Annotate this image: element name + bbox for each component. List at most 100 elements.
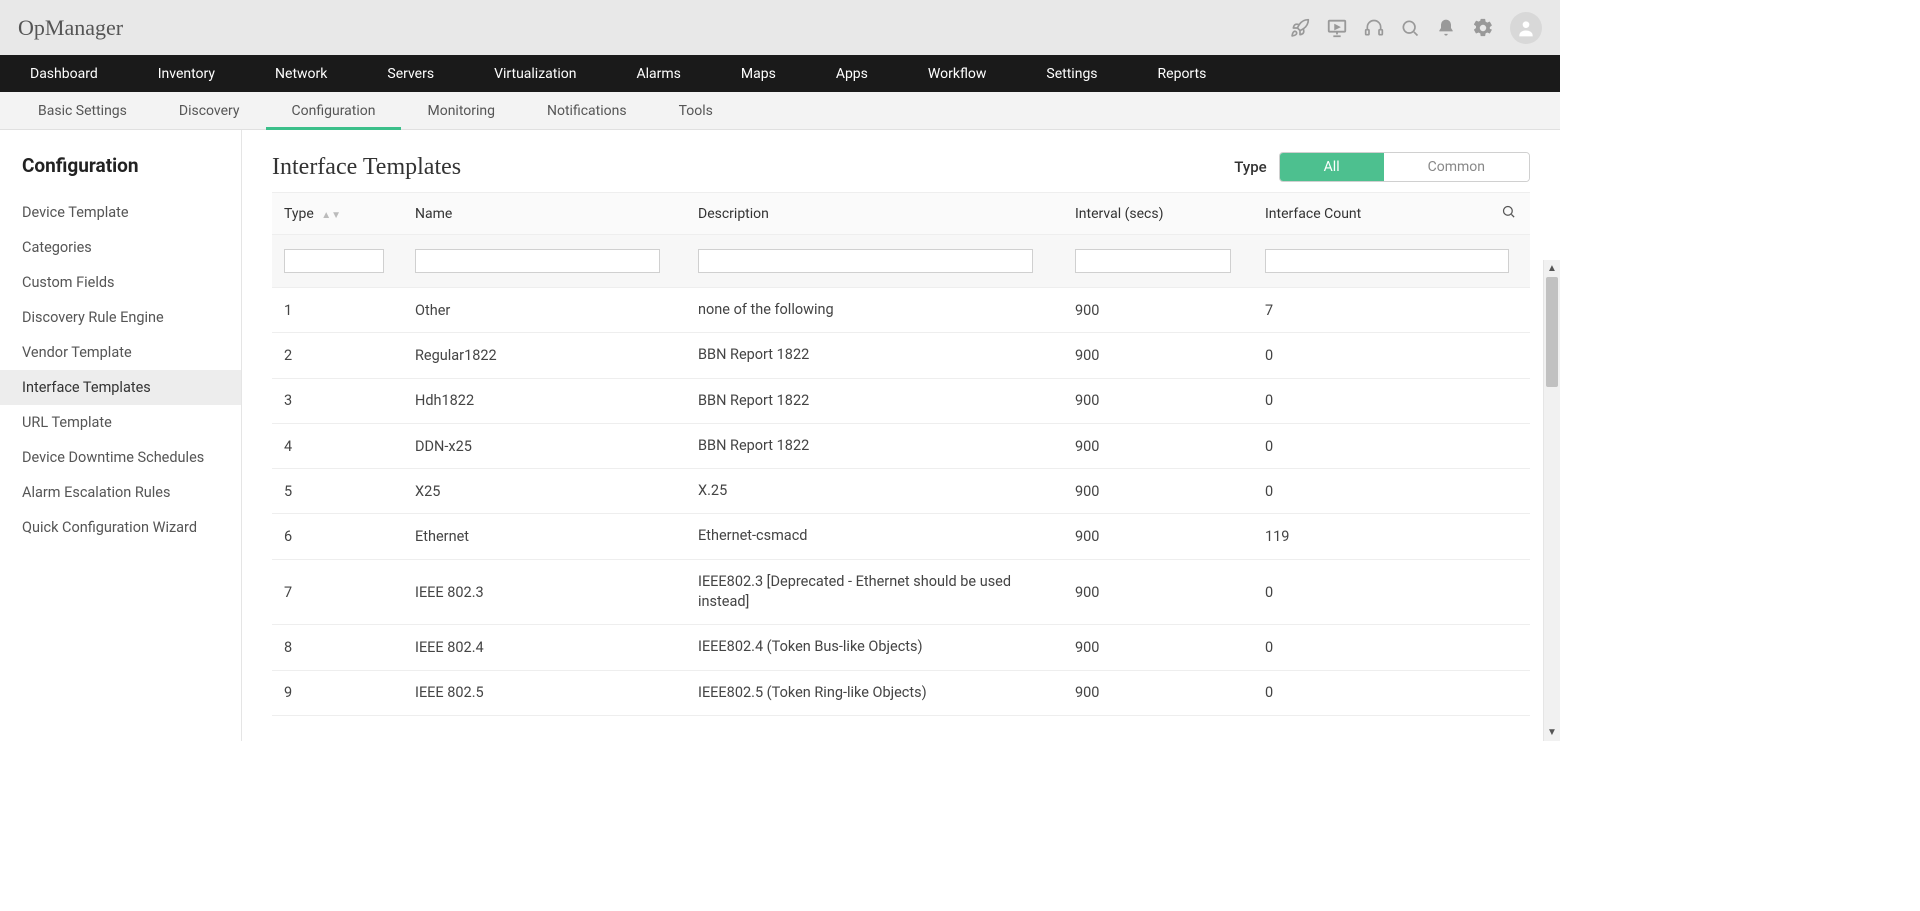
cell-type: 6: [280, 528, 415, 545]
col-header-description[interactable]: Description: [698, 206, 1075, 222]
cell-description: X.25: [698, 481, 1075, 501]
filter-type-input[interactable]: [284, 249, 384, 273]
nav-item-apps[interactable]: Apps: [806, 55, 898, 92]
sidebar-item-url-template[interactable]: URL Template: [0, 405, 241, 440]
search-icon[interactable]: [1400, 18, 1420, 38]
cell-type: 2: [280, 347, 415, 364]
scroll-thumb[interactable]: [1546, 277, 1558, 387]
col-header-type[interactable]: Type ▲▼: [280, 206, 415, 222]
subnav-item-configuration[interactable]: Configuration: [266, 92, 402, 129]
page-title: Interface Templates: [272, 154, 461, 181]
cell-type: 9: [280, 684, 415, 701]
scrollbar[interactable]: ▲ ▼: [1543, 260, 1560, 741]
templates-table: Type ▲▼ Name Description Interval (secs)…: [272, 192, 1530, 718]
cell-description: BBN Report 1822: [698, 345, 1075, 365]
app-logo: OpManager: [18, 15, 123, 41]
filter-interval-input[interactable]: [1075, 249, 1231, 273]
sort-icon: ▲▼: [321, 210, 341, 221]
gear-icon[interactable]: [1472, 17, 1494, 39]
sidebar-item-device-downtime-schedules[interactable]: Device Downtime Schedules: [0, 440, 241, 475]
nav-item-dashboard[interactable]: Dashboard: [0, 55, 128, 92]
sidebar-item-interface-templates[interactable]: Interface Templates: [0, 370, 241, 405]
cell-type: 8: [280, 639, 415, 656]
nav-item-network[interactable]: Network: [245, 55, 357, 92]
cell-name: Other: [415, 302, 698, 319]
table-row[interactable]: 9IEEE 802.5IEEE802.5 (Token Ring-like Ob…: [272, 671, 1530, 716]
sub-nav: Basic SettingsDiscoveryConfigurationMoni…: [0, 92, 1560, 130]
col-header-interval[interactable]: Interval (secs): [1075, 206, 1265, 222]
table-row[interactable]: 8IEEE 802.4IEEE802.4 (Token Bus-like Obj…: [272, 625, 1530, 670]
cell-type: 5: [280, 483, 415, 500]
nav-item-inventory[interactable]: Inventory: [128, 55, 245, 92]
cell-name: DDN-x25: [415, 438, 698, 455]
subnav-item-basic-settings[interactable]: Basic Settings: [12, 92, 153, 129]
scroll-up-arrow-icon[interactable]: ▲: [1544, 260, 1560, 277]
table-row[interactable]: 1Othernone of the following9007: [272, 288, 1530, 333]
sidebar-item-alarm-escalation-rules[interactable]: Alarm Escalation Rules: [0, 475, 241, 510]
filter-name-input[interactable]: [415, 249, 660, 273]
cell-count: 0: [1265, 684, 1487, 701]
cell-description: BBN Report 1822: [698, 391, 1075, 411]
filter-count-input[interactable]: [1265, 249, 1509, 273]
sidebar-item-custom-fields[interactable]: Custom Fields: [0, 265, 241, 300]
sidebar-item-categories[interactable]: Categories: [0, 230, 241, 265]
bell-icon[interactable]: [1436, 18, 1456, 38]
nav-item-workflow[interactable]: Workflow: [898, 55, 1017, 92]
cell-type: 1: [280, 302, 415, 319]
cell-count: 0: [1265, 483, 1487, 500]
subnav-item-tools[interactable]: Tools: [653, 92, 739, 129]
column-search-icon[interactable]: [1487, 204, 1522, 223]
headset-icon[interactable]: [1364, 18, 1384, 38]
table-row[interactable]: 6EthernetEthernet-csmacd900119: [272, 514, 1530, 559]
type-toggle: AllCommon: [1279, 152, 1530, 182]
toggle-option-all[interactable]: All: [1280, 153, 1384, 181]
table-row[interactable]: 7IEEE 802.3IEEE802.3 [Deprecated - Ether…: [272, 560, 1530, 626]
cell-interval: 900: [1075, 392, 1265, 409]
table-row[interactable]: 4DDN-x25BBN Report 18229000: [272, 424, 1530, 469]
nav-item-virtualization[interactable]: Virtualization: [464, 55, 606, 92]
scroll-down-arrow-icon[interactable]: ▼: [1544, 724, 1560, 741]
subnav-item-monitoring[interactable]: Monitoring: [401, 92, 521, 129]
sidebar-item-vendor-template[interactable]: Vendor Template: [0, 335, 241, 370]
nav-item-maps[interactable]: Maps: [711, 55, 806, 92]
nav-item-servers[interactable]: Servers: [357, 55, 464, 92]
main-nav: DashboardInventoryNetworkServersVirtuali…: [0, 55, 1560, 92]
cell-count: 0: [1265, 392, 1487, 409]
subnav-item-discovery[interactable]: Discovery: [153, 92, 266, 129]
cell-description: IEEE802.4 (Token Bus-like Objects): [698, 637, 1075, 657]
rocket-icon[interactable]: [1290, 18, 1310, 38]
sidebar-item-discovery-rule-engine[interactable]: Discovery Rule Engine: [0, 300, 241, 335]
table-row[interactable]: 10ISO 88026-maniso88026-man9000: [272, 716, 1530, 718]
cell-type: 4: [280, 438, 415, 455]
nav-item-alarms[interactable]: Alarms: [606, 55, 710, 92]
filter-description-input[interactable]: [698, 249, 1033, 273]
col-header-count[interactable]: Interface Count: [1265, 206, 1487, 222]
col-header-name[interactable]: Name: [415, 206, 698, 222]
sidebar-item-device-template[interactable]: Device Template: [0, 195, 241, 230]
subnav-item-notifications[interactable]: Notifications: [521, 92, 653, 129]
type-filter-group: Type AllCommon: [1234, 152, 1530, 182]
table-row[interactable]: 2Regular1822BBN Report 18229000: [272, 333, 1530, 378]
sidebar-item-quick-configuration-wizard[interactable]: Quick Configuration Wizard: [0, 510, 241, 545]
avatar[interactable]: [1510, 12, 1542, 44]
col-header-type-label: Type: [284, 206, 314, 222]
cell-type: 3: [280, 392, 415, 409]
cell-name: Hdh1822: [415, 392, 698, 409]
cell-interval: 900: [1075, 302, 1265, 319]
table-row[interactable]: 5X25X.259000: [272, 469, 1530, 514]
toggle-option-common[interactable]: Common: [1384, 153, 1529, 181]
cell-count: 0: [1265, 584, 1487, 601]
nav-item-settings[interactable]: Settings: [1016, 55, 1127, 92]
cell-interval: 900: [1075, 684, 1265, 701]
table-row[interactable]: 3Hdh1822BBN Report 18229000: [272, 379, 1530, 424]
table-body: 1Othernone of the following90072Regular1…: [272, 288, 1530, 718]
cell-count: 0: [1265, 639, 1487, 656]
cell-interval: 900: [1075, 528, 1265, 545]
cell-description: BBN Report 1822: [698, 436, 1075, 456]
table-filter-row: [272, 235, 1530, 288]
nav-item-reports[interactable]: Reports: [1128, 55, 1237, 92]
cell-name: IEEE 802.4: [415, 639, 698, 656]
presentation-icon[interactable]: [1326, 17, 1348, 39]
cell-count: 0: [1265, 438, 1487, 455]
cell-count: 7: [1265, 302, 1487, 319]
